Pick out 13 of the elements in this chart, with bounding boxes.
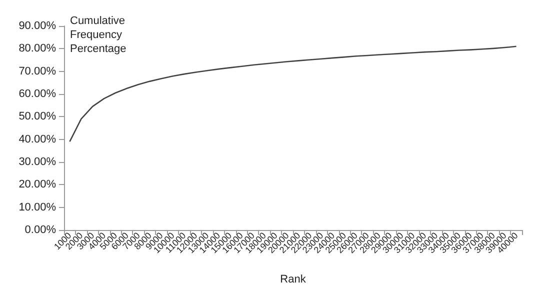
y-tick-label: 20.00%: [18, 178, 56, 191]
y-tick-label: 50.00%: [18, 110, 56, 123]
y-tick-label: 30.00%: [18, 156, 56, 168]
y-tick-label: 40.00%: [18, 133, 56, 146]
y-tick-label: 90.00%: [18, 20, 56, 32]
y-tick-label: 60.00%: [18, 88, 56, 100]
y-tick-label: 0.00%: [24, 224, 56, 236]
y-tick-label: 10.00%: [18, 201, 56, 214]
y-axis-title: Cumulative Frequency Percentage: [70, 15, 128, 55]
x-axis-title: Rank: [280, 274, 306, 286]
y-tick-label: 70.00%: [18, 65, 56, 78]
y-tick-label: 80.00%: [18, 42, 56, 55]
line-series: [69, 46, 517, 142]
